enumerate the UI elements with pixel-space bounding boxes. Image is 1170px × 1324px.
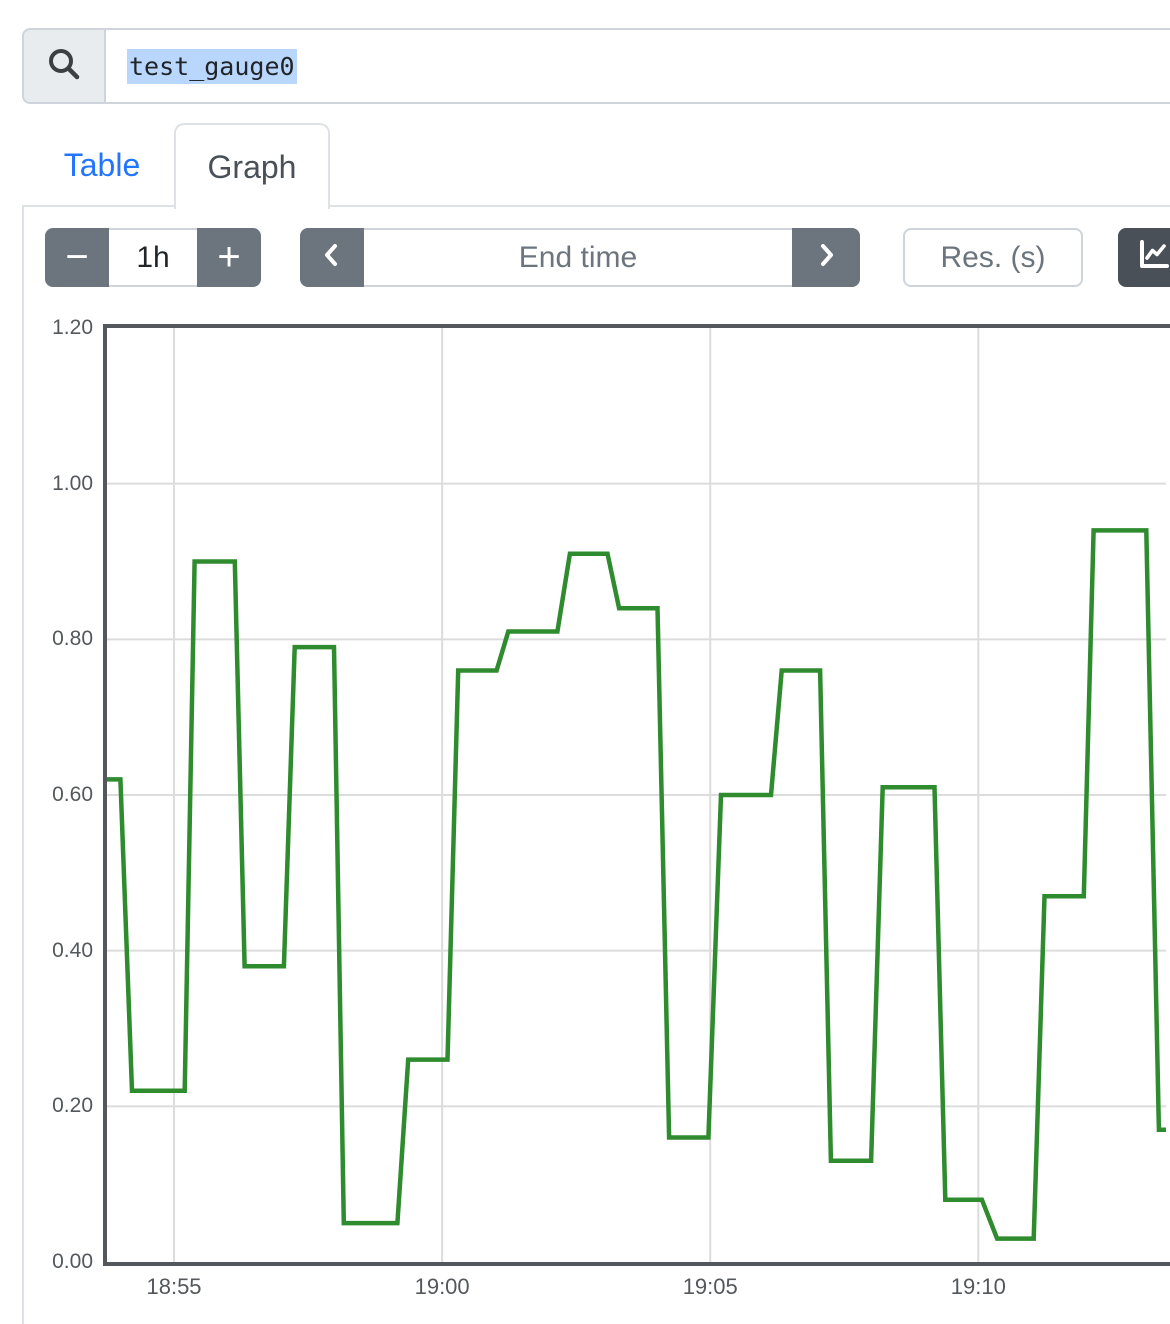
chevron-left-icon <box>318 241 346 274</box>
y-tick-label: 0.40 <box>52 938 93 962</box>
tab-graph[interactable]: Graph <box>174 123 330 209</box>
tab-panel-border <box>22 207 24 1324</box>
end-time-group: End time <box>300 228 860 287</box>
y-tick-label: 0.60 <box>52 783 93 806</box>
y-tick-label: 1.20 <box>52 316 93 339</box>
increase-duration-button[interactable]: + <box>197 228 261 287</box>
back-time-button[interactable] <box>300 228 364 287</box>
x-tick-label: 19:10 <box>950 1274 1006 1299</box>
search-icon <box>45 45 83 88</box>
tab-table[interactable]: Table <box>63 146 141 183</box>
duration-stepper: − 1h + <box>45 228 261 287</box>
expression-selected-text: test_gauge0 <box>127 48 297 84</box>
y-tick-label: 1.00 <box>52 471 93 495</box>
x-tick-label: 19:05 <box>682 1274 738 1299</box>
duration-input[interactable]: 1h <box>109 228 197 287</box>
tab-bar: Table Graph <box>22 123 1170 209</box>
y-tick-label: 0.00 <box>52 1250 93 1273</box>
x-tick-label: 19:00 <box>414 1274 470 1299</box>
line-chart-toggle-button[interactable] <box>1118 228 1170 287</box>
line-chart-icon <box>1136 237 1170 278</box>
graph-plot-area[interactable] <box>103 324 1170 1266</box>
search-addon <box>22 28 106 104</box>
forward-time-button[interactable] <box>792 228 860 287</box>
y-tick-label: 0.80 <box>52 627 93 651</box>
decrease-duration-button[interactable]: − <box>45 228 109 287</box>
end-time-input[interactable]: End time <box>364 228 792 287</box>
chevron-right-icon <box>812 241 840 274</box>
graph-canvas <box>107 328 1166 1262</box>
series-line-test_gauge0 <box>107 528 1166 1241</box>
y-tick-label: 0.20 <box>52 1094 93 1118</box>
x-tick-label: 18:55 <box>146 1274 202 1299</box>
resolution-input[interactable]: Res. (s) <box>903 228 1083 287</box>
expression-input[interactable]: test_gauge0 <box>104 28 1170 104</box>
metric-search-group: test_gauge0 <box>22 28 1170 104</box>
